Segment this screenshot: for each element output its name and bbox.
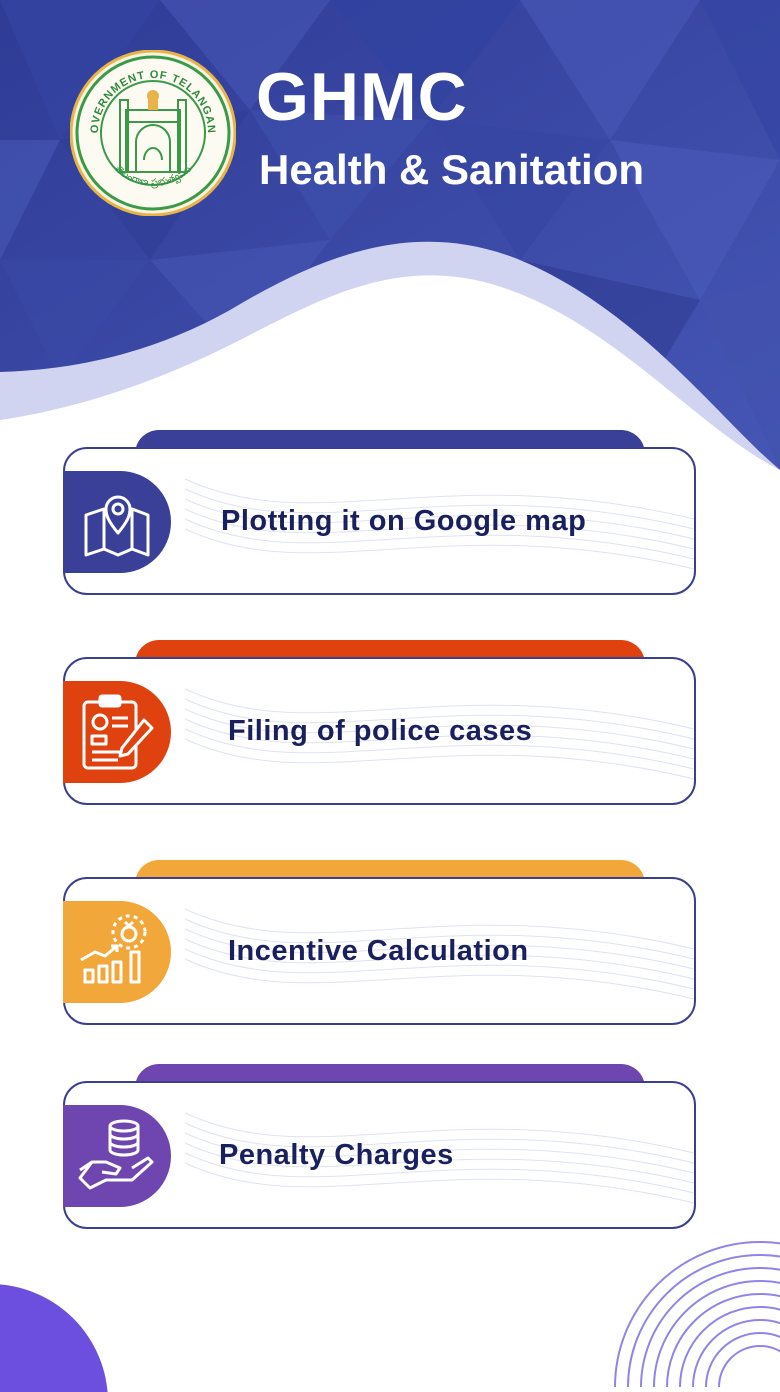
- decorative-rings: [614, 1241, 780, 1387]
- decorative-blob: [0, 1284, 108, 1392]
- app-subtitle: Health & Sanitation: [259, 146, 645, 193]
- feature-label: Filing of police cases: [228, 714, 533, 747]
- feature-label: Plotting it on Google map: [221, 504, 587, 537]
- app-title: GHMC: [256, 59, 468, 135]
- feature-label: Penalty Charges: [219, 1138, 454, 1171]
- feature-card-google-map[interactable]: Plotting it on Google map: [63, 430, 696, 595]
- incentive-chart-icon: [63, 901, 171, 1003]
- coins-hand-icon: [63, 1105, 171, 1207]
- feature-card-penalty[interactable]: Penalty Charges: [63, 1064, 696, 1229]
- feature-label: Incentive Calculation: [228, 934, 529, 967]
- feature-card-incentive[interactable]: Incentive Calculation: [63, 860, 696, 1025]
- feature-card-police-cases[interactable]: Filing of police cases: [63, 640, 696, 805]
- map-pin-icon: [63, 471, 171, 573]
- telangana-seal-logo: GOVERNMENT OF TELANGANA తెలంగాణ ప్రభుత్వ…: [65, 41, 237, 217]
- clipboard-report-icon: [63, 681, 171, 783]
